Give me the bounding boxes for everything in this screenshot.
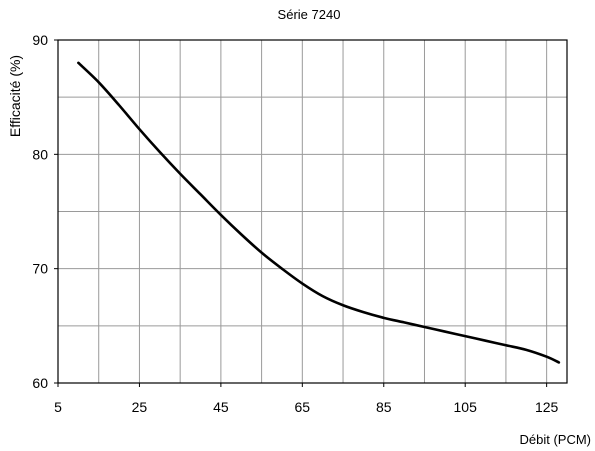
x-tick-label: 5: [54, 399, 62, 415]
y-tick-label: 80: [32, 146, 48, 162]
x-tick-label: 105: [454, 399, 478, 415]
y-tick-label: 90: [32, 32, 48, 48]
x-axis-label: Débit (PCM): [519, 432, 591, 447]
series-layer: [77, 61, 561, 364]
x-tick-label: 45: [213, 399, 229, 415]
x-tick-label: 85: [376, 399, 392, 415]
x-tick-label: 25: [132, 399, 148, 415]
plot-border: [57, 39, 568, 384]
chart-title: Série 7240: [278, 7, 341, 22]
series-line: [77, 61, 561, 364]
y-tick-label: 60: [32, 375, 48, 391]
tick-layer: 5 25 45 65 85 105 125 60 70 80 90: [32, 32, 558, 415]
y-axis-label: Efficacité (%): [7, 55, 23, 137]
x-tick-label: 125: [535, 399, 559, 415]
axis-layer: [57, 39, 568, 384]
y-tick-label: 70: [32, 261, 48, 277]
grid-layer: [58, 40, 567, 383]
x-tick-label: 65: [295, 399, 311, 415]
